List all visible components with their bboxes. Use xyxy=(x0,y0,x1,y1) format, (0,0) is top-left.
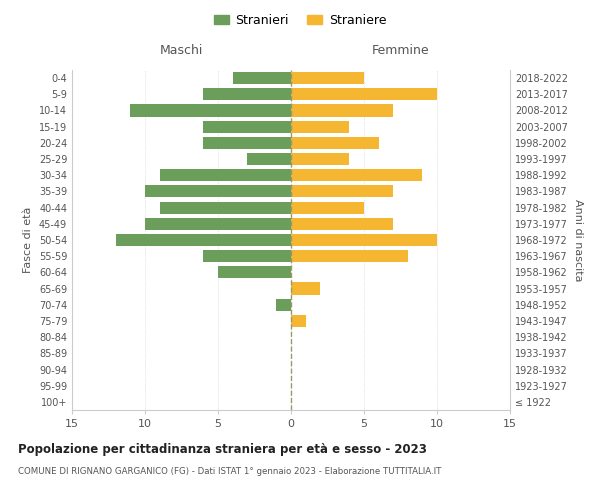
Bar xyxy=(291,72,364,84)
Bar xyxy=(116,234,291,246)
Bar xyxy=(291,282,320,294)
Text: Popolazione per cittadinanza straniera per età e sesso - 2023: Popolazione per cittadinanza straniera p… xyxy=(18,442,427,456)
Bar xyxy=(291,218,393,230)
Bar xyxy=(160,169,291,181)
Bar xyxy=(291,120,349,132)
Text: Femmine: Femmine xyxy=(371,44,430,57)
Bar xyxy=(145,186,291,198)
Bar xyxy=(233,72,291,84)
Text: COMUNE DI RIGNANO GARGANICO (FG) - Dati ISTAT 1° gennaio 2023 - Elaborazione TUT: COMUNE DI RIGNANO GARGANICO (FG) - Dati … xyxy=(18,468,442,476)
Bar xyxy=(160,202,291,213)
Bar xyxy=(291,315,305,327)
Bar xyxy=(291,137,379,149)
Bar xyxy=(218,266,291,278)
Bar xyxy=(203,137,291,149)
Y-axis label: Anni di nascita: Anni di nascita xyxy=(574,198,583,281)
Bar xyxy=(203,250,291,262)
Bar xyxy=(277,298,291,311)
Bar xyxy=(203,120,291,132)
Text: Maschi: Maschi xyxy=(160,44,203,57)
Bar xyxy=(291,250,408,262)
Bar xyxy=(291,202,364,213)
Bar xyxy=(291,104,393,117)
Bar xyxy=(291,153,349,165)
Bar xyxy=(130,104,291,117)
Bar xyxy=(247,153,291,165)
Bar xyxy=(291,169,422,181)
Legend: Stranieri, Straniere: Stranieri, Straniere xyxy=(209,8,391,32)
Bar xyxy=(291,88,437,101)
Y-axis label: Fasce di età: Fasce di età xyxy=(23,207,33,273)
Bar xyxy=(291,186,393,198)
Bar xyxy=(203,88,291,101)
Bar xyxy=(145,218,291,230)
Bar xyxy=(291,234,437,246)
